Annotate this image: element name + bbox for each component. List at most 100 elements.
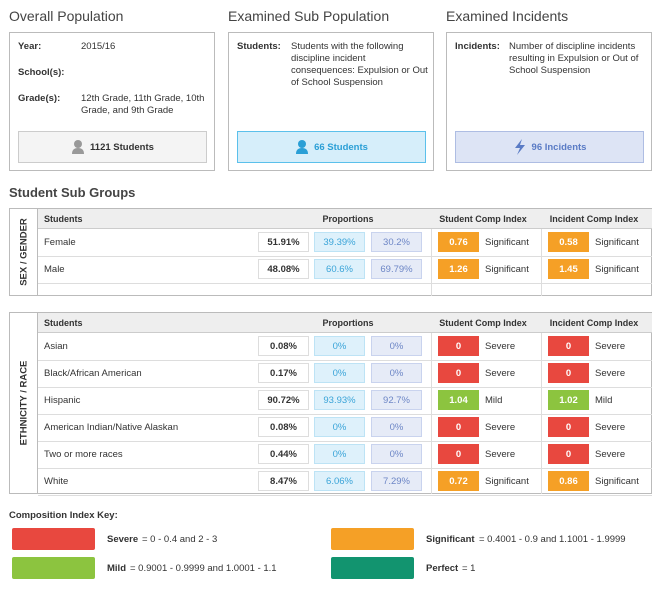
index-level: Severe xyxy=(485,368,516,379)
proportion: 30.2% xyxy=(371,232,422,252)
index-level: Severe xyxy=(595,449,626,460)
proportion: 60.6% xyxy=(314,259,365,279)
index-level: Significant xyxy=(485,237,529,248)
group: SEX / GENDER Students Proportions Student C… xyxy=(9,208,652,296)
proportion: 0.08% xyxy=(258,417,309,437)
column-divider xyxy=(541,333,542,494)
index-level: Mild xyxy=(485,395,503,406)
field-label: School(s): xyxy=(18,67,65,78)
index-level: Severe xyxy=(595,422,626,433)
key-swatch xyxy=(12,557,95,579)
field-label: Students: xyxy=(237,41,281,52)
proportion: 39.39% xyxy=(314,232,365,252)
proportion: 6.06% xyxy=(314,471,365,491)
row-name: White xyxy=(44,476,69,487)
group-label: ETHNICITY / RACE xyxy=(18,360,29,446)
proportion: 0% xyxy=(371,417,422,437)
proportion: 0% xyxy=(314,336,365,356)
row-name: Female xyxy=(44,237,76,248)
index-badge: 1.04 xyxy=(438,390,479,410)
index-level: Severe xyxy=(485,422,516,433)
field-value: 2015/16 xyxy=(81,41,116,52)
group-side: SEX / GENDER xyxy=(10,209,38,295)
index-level: Significant xyxy=(485,476,529,487)
field-label: Year: xyxy=(18,41,42,52)
column-header: Student Comp Index xyxy=(439,318,527,328)
proportion: 7.29% xyxy=(371,471,422,491)
index-badge: 0.76 xyxy=(438,232,479,252)
section-title: Student Sub Groups xyxy=(9,185,136,200)
field-value: Number of discipline incidents resulting… xyxy=(509,41,639,76)
key-swatch xyxy=(331,557,414,579)
proportion: 0.08% xyxy=(258,336,309,356)
column-divider xyxy=(431,229,432,296)
column-divider xyxy=(431,333,432,494)
row-divider xyxy=(38,256,652,257)
index-badge: 0.86 xyxy=(548,471,589,491)
index-badge: 0 xyxy=(438,444,479,464)
group-header: Students Proportions Student Comp Index Inc… xyxy=(38,313,652,333)
row-divider xyxy=(38,495,652,496)
group-side: ETHNICITY / RACE xyxy=(10,313,38,493)
key-name: Mild xyxy=(107,563,126,574)
footer-text: 66 Students xyxy=(314,141,368,153)
row-name: Two or more races xyxy=(44,449,123,460)
proportion: 48.08% xyxy=(258,259,309,279)
index-badge: 0 xyxy=(548,417,589,437)
key-swatch xyxy=(331,528,414,550)
index-level: Mild xyxy=(595,395,613,406)
key-swatch xyxy=(12,528,95,550)
panel-title: Examined Sub Population xyxy=(228,8,390,24)
index-level: Severe xyxy=(595,341,626,352)
index-badge: 0 xyxy=(438,363,479,383)
field-label: Incidents: xyxy=(455,41,500,52)
row-divider xyxy=(38,414,652,415)
proportion: 0% xyxy=(314,363,365,383)
proportion: 93.93% xyxy=(314,390,365,410)
column-header: Proportions xyxy=(322,214,374,224)
icon xyxy=(296,140,309,154)
index-badge: 0 xyxy=(438,336,479,356)
panel-footer: 96 Incidents xyxy=(455,131,644,163)
panel: Students: Students with the following dis… xyxy=(228,32,434,171)
panel: Incidents: Number of discipline incidents… xyxy=(446,32,652,171)
panel-title: Examined Incidents xyxy=(446,8,569,24)
icon xyxy=(514,139,525,155)
key-name: Severe xyxy=(107,534,139,545)
column-header: Proportions xyxy=(322,318,374,328)
index-badge: 0 xyxy=(548,336,589,356)
row-name: American Indian/Native Alaskan xyxy=(44,422,179,433)
key-title: Composition Index Key: xyxy=(9,510,118,521)
footer-text: 1121 Students xyxy=(90,141,154,153)
proportion: 90.72% xyxy=(258,390,309,410)
index-badge: 0 xyxy=(548,363,589,383)
index-badge: 1.26 xyxy=(438,259,479,279)
panel-title: Overall Population xyxy=(9,8,124,24)
icon xyxy=(72,140,85,154)
proportion: 8.47% xyxy=(258,471,309,491)
field-value: Students with the following discipline i… xyxy=(291,41,428,88)
proportion: 69.79% xyxy=(371,259,422,279)
index-badge: 1.02 xyxy=(548,390,589,410)
row-divider xyxy=(38,283,652,284)
index-level: Severe xyxy=(595,368,626,379)
row-divider xyxy=(38,441,652,442)
column-divider xyxy=(541,229,542,296)
index-level: Severe xyxy=(485,341,516,352)
row-divider xyxy=(38,387,652,388)
proportion: 0% xyxy=(371,444,422,464)
proportion: 0% xyxy=(314,444,365,464)
column-header: Incident Comp Index xyxy=(549,214,639,224)
row-name: Male xyxy=(44,264,65,275)
footer-text: 96 Incidents xyxy=(531,141,587,153)
row-divider xyxy=(38,468,652,469)
proportion: 0% xyxy=(314,417,365,437)
index-level: Significant xyxy=(595,476,639,487)
panel: Year: 2015/16 School(s): Grade(s): 12th Grad… xyxy=(9,32,215,171)
key-text: = 0 - 0.4 and 2 - 3 xyxy=(142,534,218,545)
row-name: Hispanic xyxy=(44,395,81,406)
key-name: Significant xyxy=(426,534,475,545)
row-name: Black/African American xyxy=(44,368,142,379)
proportion: 92.7% xyxy=(371,390,422,410)
